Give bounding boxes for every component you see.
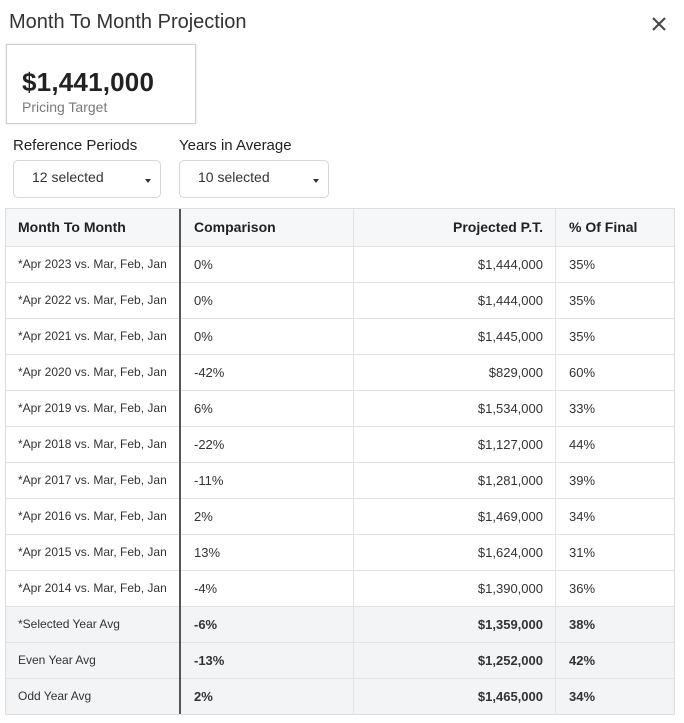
- table-row: *Apr 2018 vs. Mar, Feb, Jan -22% $1,127,…: [6, 426, 674, 463]
- period-cell: *Apr 2022 vs. Mar, Feb, Jan: [6, 282, 181, 319]
- period-cell: *Apr 2017 vs. Mar, Feb, Jan: [6, 462, 181, 499]
- pct-cell: 34%: [555, 498, 674, 535]
- summary-comparison-cell: 2%: [179, 678, 354, 714]
- column-header-comparison[interactable]: Comparison: [179, 209, 354, 247]
- reference-periods-label: Reference Periods: [13, 137, 138, 154]
- column-header-pct-of-final[interactable]: % Of Final: [555, 209, 674, 247]
- summary-pct-cell: 38%: [555, 606, 674, 643]
- comparison-cell: 6%: [179, 390, 354, 427]
- table-row: *Apr 2016 vs. Mar, Feb, Jan 2% $1,469,00…: [6, 498, 674, 535]
- pct-cell: 60%: [555, 354, 674, 391]
- comparison-cell: -42%: [179, 354, 354, 391]
- summary-row: *Selected Year Avg -6% $1,359,000 38%: [6, 606, 674, 643]
- column-header-projected-pt[interactable]: Projected P.T.: [353, 209, 556, 247]
- pct-cell: 39%: [555, 462, 674, 499]
- summary-projected-cell: $1,465,000: [353, 678, 556, 714]
- dialog-title: Month To Month Projection: [9, 11, 247, 33]
- table-row: *Apr 2014 vs. Mar, Feb, Jan -4% $1,390,0…: [6, 570, 674, 607]
- projected-cell: $1,444,000: [353, 282, 556, 319]
- projected-cell: $1,390,000: [353, 570, 556, 607]
- projected-cell: $829,000: [353, 354, 556, 391]
- summary-row: Odd Year Avg 2% $1,465,000 34%: [6, 678, 674, 714]
- column-header-month-to-month[interactable]: Month To Month: [6, 209, 181, 247]
- comparison-cell: -11%: [179, 462, 354, 499]
- close-icon[interactable]: [649, 14, 669, 34]
- projected-cell: $1,127,000: [353, 426, 556, 463]
- period-cell: *Apr 2021 vs. Mar, Feb, Jan: [6, 318, 181, 355]
- period-cell: *Apr 2020 vs. Mar, Feb, Jan: [6, 354, 181, 391]
- projected-cell: $1,445,000: [353, 318, 556, 355]
- summary-label-cell: *Selected Year Avg: [6, 606, 181, 643]
- summary-label-cell: Odd Year Avg: [6, 678, 181, 714]
- pct-cell: 33%: [555, 390, 674, 427]
- summary-pct-cell: 34%: [555, 678, 674, 714]
- period-cell: *Apr 2016 vs. Mar, Feb, Jan: [6, 498, 181, 535]
- projected-cell: $1,624,000: [353, 534, 556, 571]
- years-in-average-select[interactable]: 10 selected: [179, 160, 329, 198]
- pct-cell: 35%: [555, 282, 674, 319]
- projection-table: Month To Month Comparison Projected P.T.…: [5, 208, 675, 715]
- comparison-cell: 0%: [179, 246, 354, 283]
- caret-down-icon: [145, 179, 151, 183]
- period-cell: *Apr 2019 vs. Mar, Feb, Jan: [6, 390, 181, 427]
- summary-projected-cell: $1,359,000: [353, 606, 556, 643]
- comparison-cell: 0%: [179, 318, 354, 355]
- reference-periods-value: 12 selected: [32, 169, 104, 185]
- summary-pct-cell: 42%: [555, 642, 674, 679]
- summary-projected-cell: $1,252,000: [353, 642, 556, 679]
- period-cell: *Apr 2018 vs. Mar, Feb, Jan: [6, 426, 181, 463]
- summary-comparison-cell: -13%: [179, 642, 354, 679]
- comparison-cell: 0%: [179, 282, 354, 319]
- projected-cell: $1,534,000: [353, 390, 556, 427]
- pct-cell: 35%: [555, 318, 674, 355]
- table-row: *Apr 2022 vs. Mar, Feb, Jan 0% $1,444,00…: [6, 282, 674, 319]
- pricing-target-value: $1,441,000: [22, 67, 155, 97]
- table-row: *Apr 2021 vs. Mar, Feb, Jan 0% $1,445,00…: [6, 318, 674, 355]
- reference-periods-select[interactable]: 12 selected: [13, 160, 161, 198]
- table-header-row: Month To Month Comparison Projected P.T.…: [6, 209, 674, 247]
- years-in-average-label: Years in Average: [179, 137, 292, 154]
- comparison-cell: -22%: [179, 426, 354, 463]
- table-row: *Apr 2020 vs. Mar, Feb, Jan -42% $829,00…: [6, 354, 674, 391]
- table-row: *Apr 2023 vs. Mar, Feb, Jan 0% $1,444,00…: [6, 246, 674, 283]
- comparison-cell: 13%: [179, 534, 354, 571]
- table-row: *Apr 2017 vs. Mar, Feb, Jan -11% $1,281,…: [6, 462, 674, 499]
- pct-cell: 35%: [555, 246, 674, 283]
- table-row: *Apr 2019 vs. Mar, Feb, Jan 6% $1,534,00…: [6, 390, 674, 427]
- table-row: *Apr 2015 vs. Mar, Feb, Jan 13% $1,624,0…: [6, 534, 674, 571]
- period-cell: *Apr 2015 vs. Mar, Feb, Jan: [6, 534, 181, 571]
- pricing-target-card: $1,441,000 Pricing Target: [6, 44, 196, 124]
- period-cell: *Apr 2023 vs. Mar, Feb, Jan: [6, 246, 181, 283]
- summary-comparison-cell: -6%: [179, 606, 354, 643]
- summary-label-cell: Even Year Avg: [6, 642, 181, 679]
- projected-cell: $1,281,000: [353, 462, 556, 499]
- pct-cell: 36%: [555, 570, 674, 607]
- years-in-average-value: 10 selected: [198, 169, 270, 185]
- comparison-cell: -4%: [179, 570, 354, 607]
- pct-cell: 31%: [555, 534, 674, 571]
- projected-cell: $1,444,000: [353, 246, 556, 283]
- caret-down-icon: [313, 179, 319, 183]
- pct-cell: 44%: [555, 426, 674, 463]
- comparison-cell: 2%: [179, 498, 354, 535]
- projected-cell: $1,469,000: [353, 498, 556, 535]
- summary-row: Even Year Avg -13% $1,252,000 42%: [6, 642, 674, 679]
- pricing-target-label: Pricing Target: [22, 99, 108, 115]
- period-cell: *Apr 2014 vs. Mar, Feb, Jan: [6, 570, 181, 607]
